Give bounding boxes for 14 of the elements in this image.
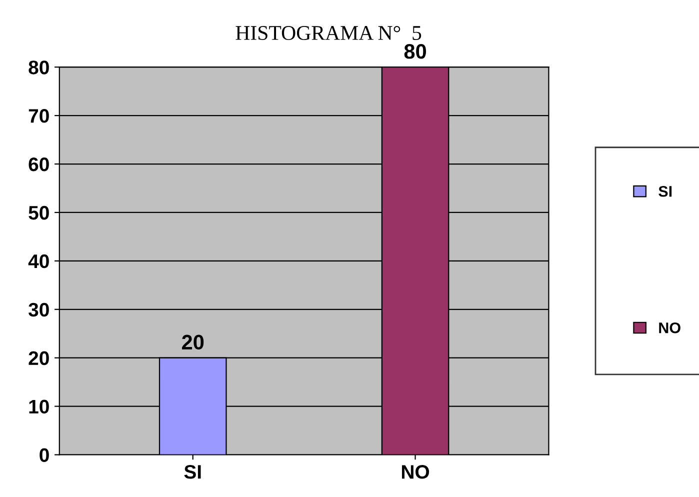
y-tick-label: 30: [28, 302, 49, 317]
chart-title: HISTOGRAMA N° 5: [236, 26, 422, 40]
legend-label: NO: [659, 322, 680, 334]
y-tick-label: 0: [40, 448, 49, 462]
legend-label: SI: [658, 186, 672, 197]
y-tick-label: 70: [28, 109, 49, 123]
data-label: 80: [404, 44, 426, 59]
y-tick-label: 50: [28, 206, 49, 220]
data-label: 20: [182, 334, 204, 350]
y-tick-label: 20: [28, 351, 49, 366]
y-tick-label: 40: [28, 254, 49, 268]
y-tick-label: 60: [28, 157, 49, 172]
y-tick-label: 10: [29, 400, 49, 414]
y-tick-label: 80: [28, 60, 49, 74]
